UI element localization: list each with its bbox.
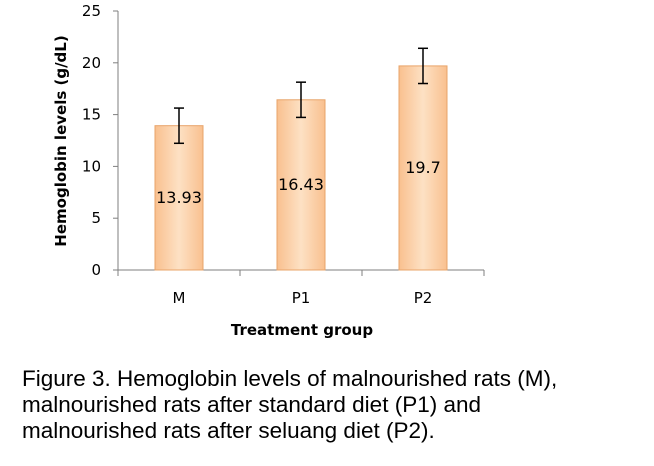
data-label-m: 13.93	[156, 188, 202, 207]
bar-chart: 0 5 10 15 20 25 13.93 M 16.43 P1 19.7 P2 Hemoglobi…	[52, 2, 485, 339]
y-tick-label: 0	[91, 261, 101, 279]
caption-line-3: malnourished rats after seluang diet (P2…	[22, 418, 435, 443]
y-tick-label: 25	[82, 2, 101, 20]
x-axis-title: Treatment group	[231, 321, 373, 339]
x-tick-label-m: M	[173, 289, 186, 307]
y-tick-label: 10	[82, 157, 101, 175]
x-tick-label-p2: P2	[414, 289, 433, 307]
y-tick-label: 15	[82, 106, 101, 124]
x-tick-label-p1: P1	[292, 289, 311, 307]
figure-caption: Figure 3. Hemoglobin levels of malnouris…	[22, 366, 652, 444]
caption-line-1: Figure 3. Hemoglobin levels of malnouris…	[22, 366, 558, 391]
data-label-p1: 16.43	[278, 175, 324, 194]
y-axis-title: Hemoglobin levels (g/dL)	[52, 35, 70, 246]
y-tick-label: 5	[91, 209, 101, 227]
bar-m	[154, 125, 204, 271]
y-tick-label: 20	[82, 54, 101, 72]
data-label-p2: 19.7	[405, 158, 441, 177]
caption-line-2: malnourished rats after standard diet (P…	[22, 392, 481, 417]
